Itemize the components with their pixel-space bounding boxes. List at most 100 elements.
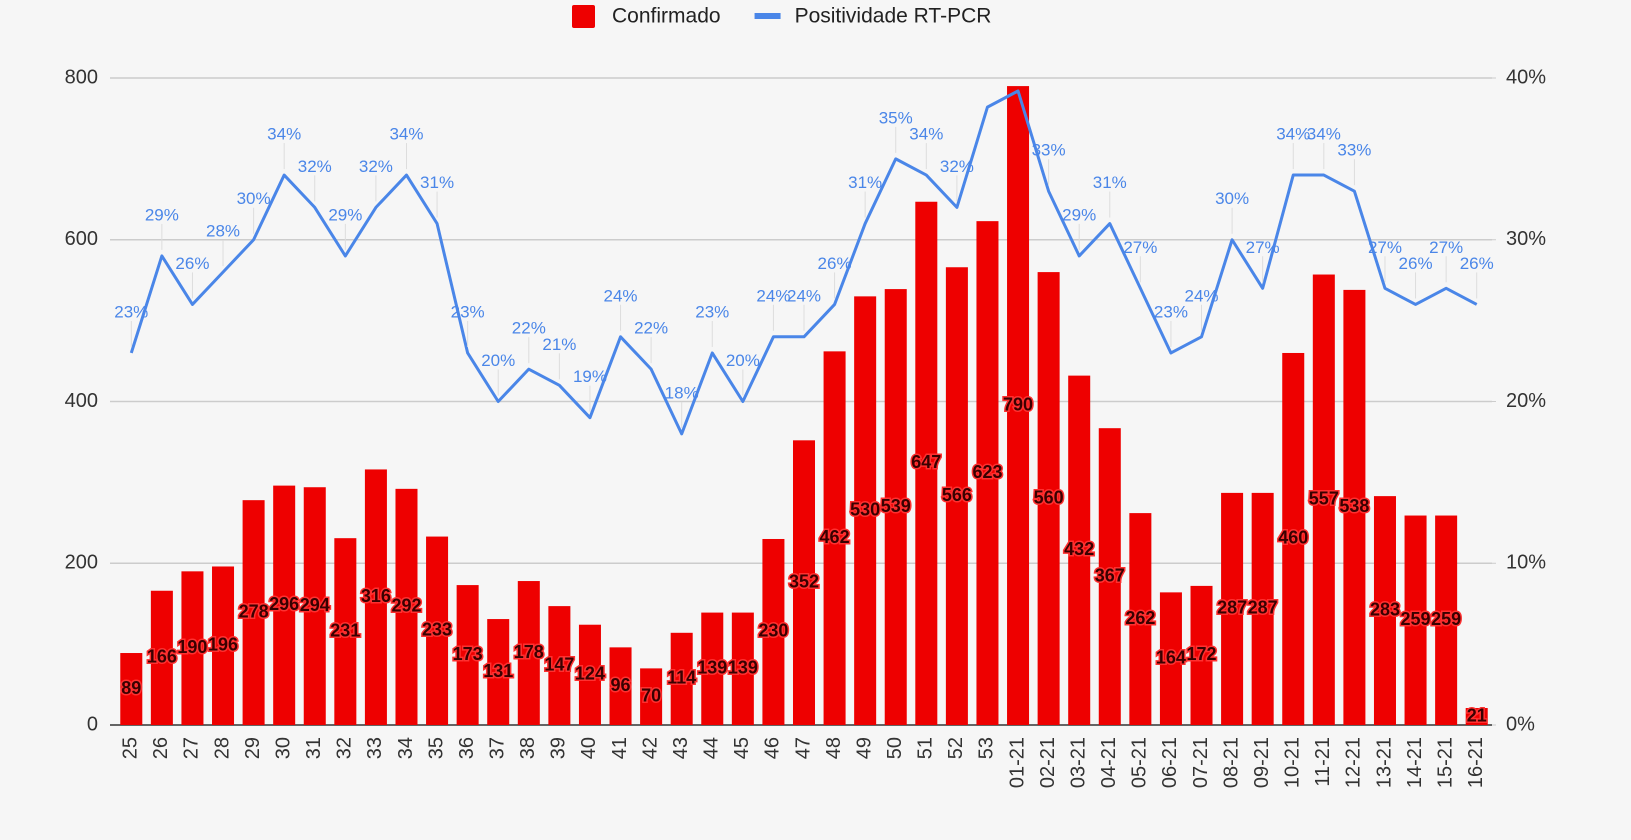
x-tick-label: 46 (762, 737, 784, 759)
line-label: 20% (481, 351, 515, 370)
bar (1037, 272, 1060, 725)
bar-label: 139 (728, 658, 758, 678)
bar-label: 530 (850, 499, 880, 519)
x-tick-label: 14-21 (1404, 737, 1426, 788)
bar-label: 460 (1278, 528, 1308, 548)
x-tick-label: 10-21 (1282, 737, 1304, 788)
bar (1251, 492, 1274, 725)
line-label: 33% (1032, 141, 1066, 160)
bar (242, 500, 265, 725)
y-tick-label: 400 (65, 390, 98, 412)
bar (1159, 592, 1182, 725)
line-label: 35% (879, 108, 913, 127)
bar-label: 178 (514, 642, 544, 662)
x-tick-label: 01-21 (1006, 737, 1028, 788)
bar (792, 440, 816, 725)
x-tick-label: 07-21 (1190, 737, 1212, 788)
line-label: 20% (726, 351, 760, 370)
x-tick-label: 38 (517, 737, 539, 759)
bar-label: 166 (147, 647, 177, 667)
bar-label: 139 (697, 658, 727, 678)
bar (181, 571, 204, 725)
bar (1282, 352, 1305, 725)
bar-label: 259 (1401, 609, 1431, 629)
bar-label: 294 (300, 595, 330, 615)
bar-label: 231 (330, 620, 360, 640)
bar-label: 278 (239, 601, 269, 621)
bar-label: 190 (177, 637, 207, 657)
line-label: 22% (512, 319, 546, 338)
bar (1068, 375, 1091, 725)
line-label: 23% (114, 302, 148, 321)
line-label: 27% (1368, 238, 1402, 257)
bar-label: 164 (1156, 647, 1186, 667)
bar-label: 230 (758, 621, 788, 641)
bar (1312, 274, 1335, 725)
bar (731, 612, 754, 725)
y2-tick-label: 0% (1506, 713, 1535, 735)
x-tick-label: 51 (915, 737, 937, 759)
line-label: 30% (237, 189, 271, 208)
line-label: 30% (1215, 189, 1249, 208)
line-label: 24% (787, 286, 821, 305)
x-tick-label: 34 (395, 737, 417, 759)
line-label: 24% (756, 286, 790, 305)
x-tick-label: 13-21 (1373, 737, 1395, 788)
bar (762, 538, 785, 725)
bar-label: 538 (1339, 496, 1369, 516)
x-tick-label: 45 (731, 737, 753, 759)
bar-label: 173 (453, 644, 483, 664)
x-tick-label: 33 (364, 737, 386, 759)
line-label: 23% (1154, 302, 1188, 321)
y-tick-label: 0 (87, 713, 98, 735)
bar (854, 296, 877, 725)
bar (548, 606, 571, 725)
bar-label: 114 (667, 668, 696, 688)
bar-label: 462 (820, 527, 850, 547)
x-tick-label: 04-21 (1098, 737, 1120, 788)
bar (945, 267, 968, 725)
bar-label: 557 (1309, 489, 1339, 509)
bar (1098, 428, 1121, 725)
line-label: 31% (420, 173, 454, 192)
x-tick-label: 35 (425, 737, 447, 759)
bar-label: 560 (1034, 487, 1064, 507)
y-tick-label: 200 (65, 552, 98, 574)
bar-label: 647 (911, 452, 941, 472)
bar (364, 469, 387, 725)
bar (1465, 708, 1488, 725)
line-label: 31% (848, 173, 882, 192)
line-label: 31% (1093, 173, 1127, 192)
x-tick-label: 37 (487, 737, 509, 759)
bar (823, 351, 846, 725)
y-tick-label: 600 (65, 228, 98, 250)
line-label: 34% (267, 125, 301, 144)
bar-label: 316 (361, 586, 391, 606)
x-tick-label: 30 (272, 737, 294, 759)
bar-label: 96 (611, 675, 631, 695)
bar-label: 131 (483, 661, 513, 681)
bar-label: 292 (391, 596, 421, 616)
line-label: 23% (695, 302, 729, 321)
line-label: 19% (573, 367, 607, 386)
x-tick-label: 16-21 (1465, 737, 1487, 788)
bar-label: 283 (1370, 599, 1400, 619)
legend-label: Confirmado (612, 5, 721, 28)
x-tick-label: 28 (211, 737, 233, 759)
line-label: 34% (389, 125, 423, 144)
bar-label: 196 (208, 634, 238, 654)
bar (456, 585, 479, 725)
line-label: 34% (1307, 125, 1341, 144)
bar-label: 124 (575, 664, 605, 684)
bar-label: 623 (972, 462, 1002, 482)
bar-label: 367 (1095, 565, 1125, 585)
x-tick-label: 25 (120, 737, 142, 759)
bar (1404, 515, 1427, 725)
bar-label: 287 (1217, 598, 1247, 618)
bar-label: 70 (641, 685, 661, 705)
x-tick-label: 15-21 (1434, 737, 1456, 788)
x-tick-label: 32 (334, 737, 356, 759)
y2-tick-label: 40% (1506, 66, 1546, 88)
bar (1373, 496, 1396, 725)
